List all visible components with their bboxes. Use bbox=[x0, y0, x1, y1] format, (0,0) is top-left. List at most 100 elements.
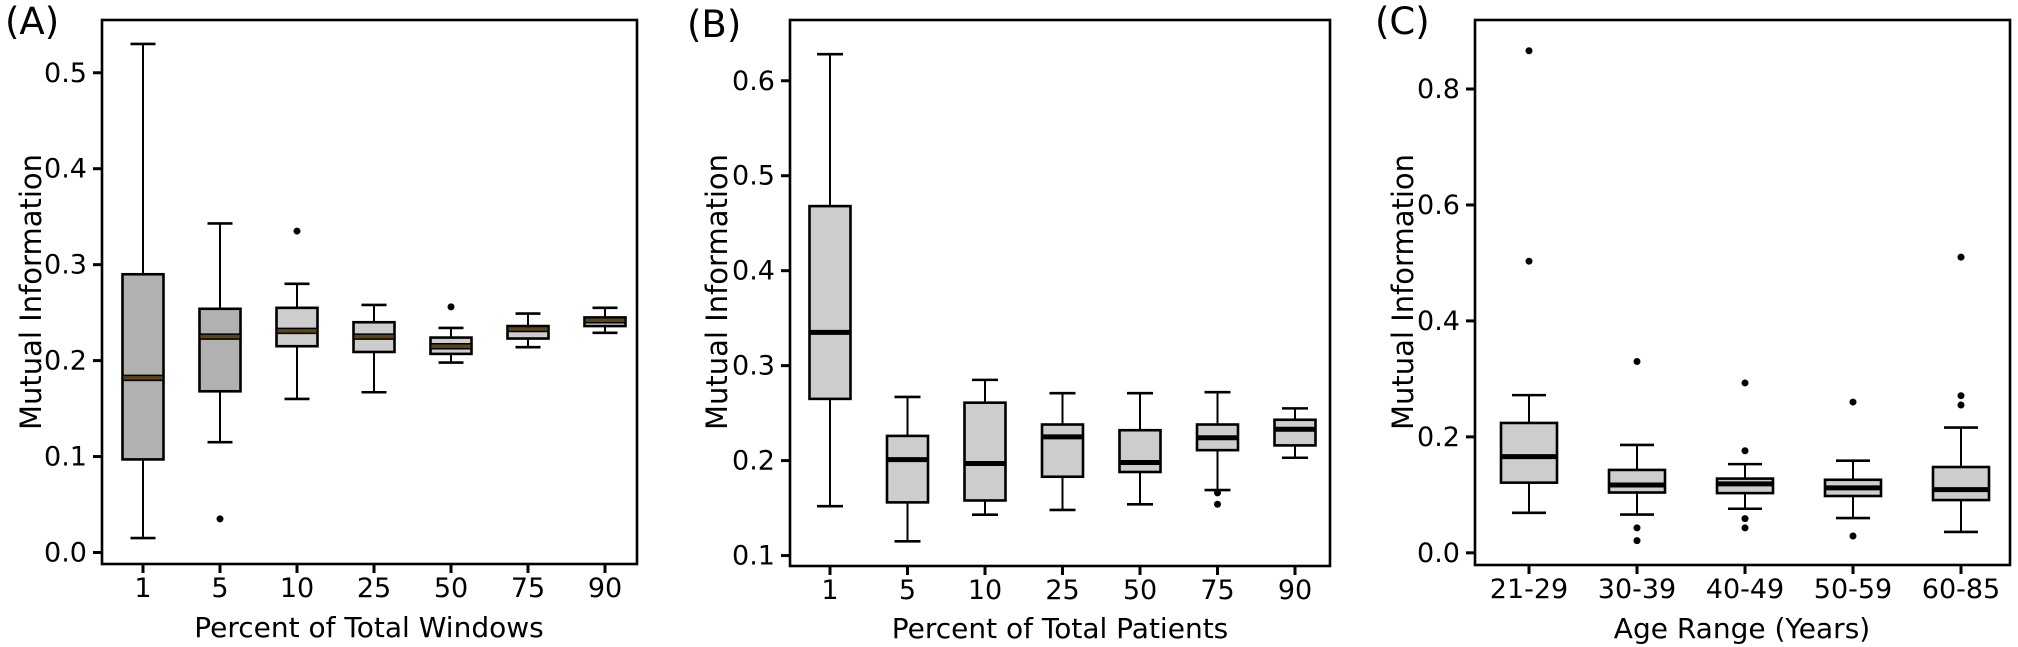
plot-frame bbox=[788, 18, 1332, 568]
plot-frame bbox=[1473, 18, 2012, 567]
panel-c-ylabel: Mutual Information bbox=[1386, 153, 1420, 431]
outlier-dot bbox=[1741, 379, 1749, 387]
outlier-dot bbox=[1214, 489, 1221, 497]
y-tick-label: 0.1 bbox=[732, 541, 775, 572]
x-tick-label: 30-39 bbox=[1598, 574, 1676, 605]
outlier-dot bbox=[1849, 532, 1857, 540]
outlier-dot bbox=[293, 227, 301, 235]
y-tick-label: 0.5 bbox=[44, 58, 87, 89]
y-tick-label: 0.3 bbox=[732, 351, 775, 382]
box-iqr bbox=[1118, 428, 1162, 474]
panel-b-letter: (B) bbox=[687, 3, 742, 46]
box-iqr bbox=[1931, 465, 1991, 502]
box-25 bbox=[352, 303, 396, 394]
box-90 bbox=[1273, 407, 1317, 460]
box-iqr bbox=[808, 204, 852, 401]
box-iqr bbox=[1499, 421, 1559, 484]
x-tick-label: 60-85 bbox=[1922, 574, 2000, 605]
panel-b-ylabel: Mutual Information bbox=[700, 153, 734, 431]
y-tick-label: 0.6 bbox=[732, 66, 775, 97]
x-tick-label: 90 bbox=[1278, 575, 1312, 606]
box-iqr bbox=[198, 307, 242, 393]
outlier-dot bbox=[1741, 524, 1749, 532]
box-50-59 bbox=[1823, 398, 1883, 540]
x-tick-label: 21-29 bbox=[1490, 574, 1568, 605]
box-iqr bbox=[275, 306, 319, 348]
x-tick-label: 10 bbox=[280, 573, 314, 604]
panel-c-letter: (C) bbox=[1375, 0, 1430, 43]
outlier-dot bbox=[1525, 257, 1533, 265]
outlier-dot bbox=[216, 515, 224, 523]
box-30-39 bbox=[1607, 357, 1667, 545]
y-tick-label: 0.5 bbox=[732, 161, 775, 192]
outlier-dot bbox=[1741, 515, 1749, 523]
y-tick-label: 0.3 bbox=[44, 250, 87, 281]
outlier-dot bbox=[1741, 447, 1749, 455]
box-60-85 bbox=[1931, 253, 1991, 534]
panel-C: 0.0 0.2 0.4 0.6 0.8 21-29 30-39 40-49 50-59 60-85 bbox=[1417, 18, 2012, 605]
outlier-dot bbox=[1957, 401, 1965, 409]
x-tick-label: 50 bbox=[434, 573, 468, 604]
panel-B: 0.1 0.2 0.3 0.4 0.5 0.6 1 5 10 25 50 75 90 bbox=[732, 18, 1332, 606]
box-40-49 bbox=[1715, 379, 1775, 532]
panel-a-xlabel: Percent of Total Windows bbox=[194, 611, 544, 644]
y-tick-label: 0.4 bbox=[1417, 306, 1460, 337]
panel-A: 0.0 0.1 0.2 0.3 0.4 0.5 1 5 10 25 50 75 90 bbox=[44, 18, 639, 604]
box-25 bbox=[1040, 391, 1085, 512]
outlier-dot bbox=[1849, 398, 1857, 406]
outlier-dot bbox=[1957, 253, 1965, 261]
y-tick-label: 0.4 bbox=[44, 154, 87, 185]
y-tick-label: 0.2 bbox=[1417, 422, 1460, 453]
y-tick-label: 0.0 bbox=[44, 537, 87, 568]
box-90 bbox=[583, 306, 627, 335]
box-10 bbox=[963, 378, 1007, 517]
x-tick-label: 50 bbox=[1123, 575, 1157, 606]
box-1 bbox=[808, 52, 852, 508]
y-tick-label: 0.4 bbox=[732, 256, 775, 287]
outlier-dot bbox=[1633, 524, 1641, 532]
box-5 bbox=[198, 222, 242, 523]
x-tick-label: 1 bbox=[821, 575, 838, 606]
box-iqr bbox=[1040, 423, 1085, 479]
x-tick-label: 10 bbox=[968, 575, 1002, 606]
y-tick-label: 0.6 bbox=[1417, 190, 1460, 221]
x-tick-label: 40-49 bbox=[1706, 574, 1784, 605]
x-tick-label: 90 bbox=[588, 573, 622, 604]
panel-a-ylabel: Mutual Information bbox=[14, 153, 48, 431]
x-tick-label: 75 bbox=[1200, 575, 1234, 606]
x-tick-label: 25 bbox=[357, 573, 391, 604]
y-tick-label: 0.1 bbox=[44, 442, 87, 473]
panel-c-xlabel: Age Range (Years) bbox=[1613, 612, 1871, 645]
outlier-dot bbox=[1633, 357, 1641, 365]
panel-b-xlabel: Percent of Total Patients bbox=[891, 612, 1229, 645]
outlier-dot bbox=[447, 303, 455, 311]
box-50 bbox=[1118, 391, 1162, 506]
outlier-dot bbox=[1957, 392, 1965, 400]
box-75 bbox=[506, 312, 550, 349]
y-tick-label: 0.8 bbox=[1417, 74, 1460, 105]
box-iqr bbox=[1273, 418, 1317, 447]
box-iqr bbox=[885, 434, 930, 504]
box-iqr bbox=[963, 401, 1007, 502]
box-1 bbox=[121, 42, 165, 540]
box-21-29 bbox=[1499, 47, 1559, 515]
y-tick-label: 0.2 bbox=[732, 446, 775, 477]
x-tick-label: 50-59 bbox=[1814, 574, 1892, 605]
x-tick-label: 75 bbox=[511, 573, 545, 604]
outlier-dot bbox=[1525, 47, 1533, 55]
box-iqr bbox=[121, 272, 165, 461]
box-5 bbox=[885, 395, 930, 543]
box-75 bbox=[1195, 390, 1240, 508]
box-10 bbox=[275, 227, 319, 401]
y-tick-label: 0.0 bbox=[1417, 538, 1460, 569]
x-tick-label: 25 bbox=[1045, 575, 1079, 606]
panel-a-letter: (A) bbox=[5, 0, 60, 43]
x-tick-label: 5 bbox=[899, 575, 916, 606]
x-tick-label: 5 bbox=[211, 573, 228, 604]
plot-frame bbox=[100, 18, 639, 566]
y-tick-label: 0.2 bbox=[44, 346, 87, 377]
x-tick-label: 1 bbox=[134, 573, 151, 604]
outlier-dot bbox=[1633, 537, 1641, 545]
